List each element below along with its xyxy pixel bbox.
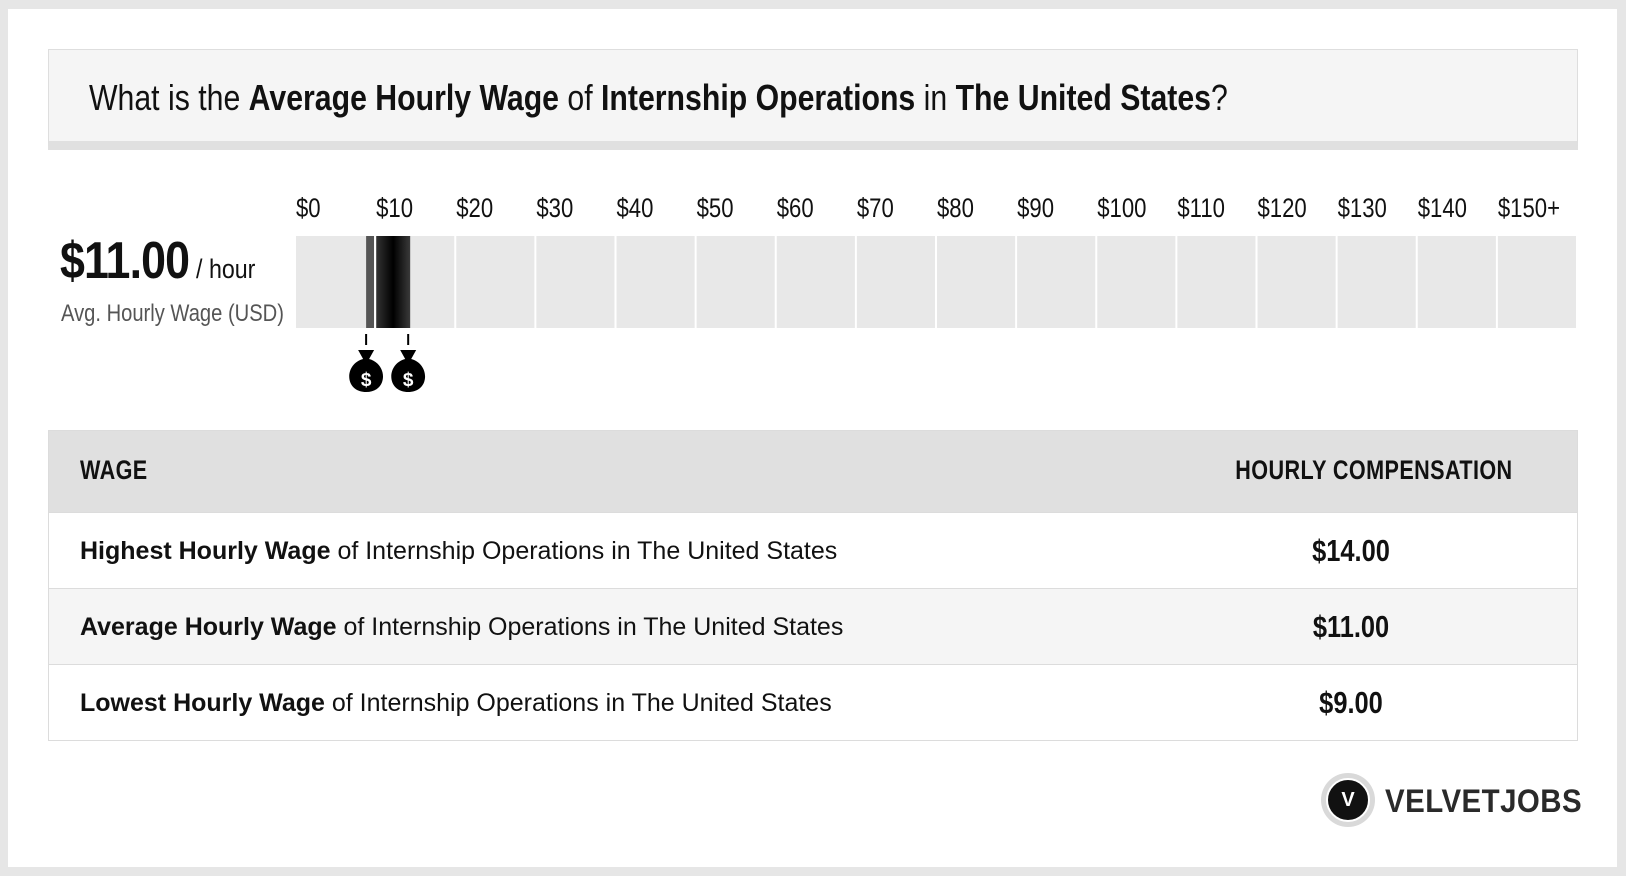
row-value: $14.00: [1312, 533, 1390, 568]
header-wage: WAGE: [80, 455, 148, 485]
track-cell: [536, 236, 615, 328]
track-cell: [696, 236, 775, 328]
tick-label: $90: [1017, 194, 1054, 224]
track-cell: [776, 236, 855, 328]
table-row-highest: Highest Hourly Wage of Internship Operat…: [49, 512, 1577, 588]
money-bag-icon: [349, 350, 384, 392]
wage-table: WAGE HOURLY COMPENSATION Highest Hourly …: [48, 430, 1578, 741]
track-cell: [856, 236, 935, 328]
average-wage-unit: / hour: [196, 254, 256, 284]
velvetjobs-logo-icon: V: [1321, 773, 1375, 827]
tick-label: $100: [1097, 194, 1146, 224]
track-cell: [1497, 236, 1576, 328]
money-bag-label: $: [403, 370, 414, 391]
track-cell: [1017, 236, 1096, 328]
table-row-average: Average Hourly Wage of Internship Operat…: [49, 588, 1577, 664]
row-description: Lowest Hourly Wage of Internship Operati…: [80, 689, 832, 717]
average-wage-label: Avg. Hourly Wage (USD): [61, 300, 284, 327]
tick-label: $60: [777, 194, 814, 224]
average-wage-value: $11.00/ hour: [60, 231, 255, 291]
money-bag-label: $: [361, 370, 372, 391]
track-cell: [1417, 236, 1496, 328]
tick-label: $120: [1258, 194, 1307, 224]
tick-label: $110: [1177, 194, 1225, 224]
tick-label: $70: [857, 194, 894, 224]
row-value: $9.00: [1319, 685, 1383, 720]
tick-label: $20: [456, 194, 493, 224]
tick-label: $150+: [1498, 194, 1560, 224]
header-hourly-compensation: HOURLY COMPENSATION: [1235, 455, 1513, 485]
page-title: What is the Average Hourly Wage of Inter…: [89, 77, 1228, 118]
brand-logo: V VELVETJOBS: [1321, 773, 1583, 829]
average-wage-number: $11.00: [60, 232, 190, 290]
wage-range-chart: $0 $10 $20 $30 $40 $50 $60 $70 $80 $90 $100 $110 $12…: [296, 185, 1578, 425]
range-bar: [376, 236, 411, 328]
card: What is the Average Hourly Wage of Inter…: [8, 9, 1617, 867]
row-description: Average Hourly Wage of Internship Operat…: [80, 613, 844, 641]
tick-label: $50: [697, 194, 734, 224]
tick-label: $40: [617, 194, 654, 224]
track-cell: [616, 236, 695, 328]
table-header: WAGE HOURLY COMPENSATION: [49, 431, 1577, 512]
table-row-lowest: Lowest Hourly Wage of Internship Operati…: [49, 664, 1577, 740]
brand-name: VELVETJOBS: [1385, 783, 1583, 819]
track-cell: [1337, 236, 1416, 328]
title-box: What is the Average Hourly Wage of Inter…: [48, 49, 1578, 150]
tick-label: $10: [376, 194, 413, 224]
track-cell: [1097, 236, 1176, 328]
track-cell: [1257, 236, 1336, 328]
range-bar-low: [366, 236, 375, 328]
tick-label: $80: [937, 194, 974, 224]
tick-label: $30: [536, 194, 573, 224]
tick-label: $130: [1338, 194, 1387, 224]
track-cell: [1177, 236, 1256, 328]
tick-label: $140: [1418, 194, 1467, 224]
money-bag-icon: [391, 350, 426, 392]
track-cell: [937, 236, 1016, 328]
row-description: Highest Hourly Wage of Internship Operat…: [80, 537, 838, 565]
wage-range-svg: $0 $10 $20 $30 $40 $50 $60 $70 $80 $90 $100 $110 $12…: [296, 194, 1576, 392]
row-value: $11.00: [1312, 609, 1390, 644]
tick-label: $0: [296, 194, 321, 224]
track-cell: [456, 236, 535, 328]
track-cell: [296, 236, 375, 328]
